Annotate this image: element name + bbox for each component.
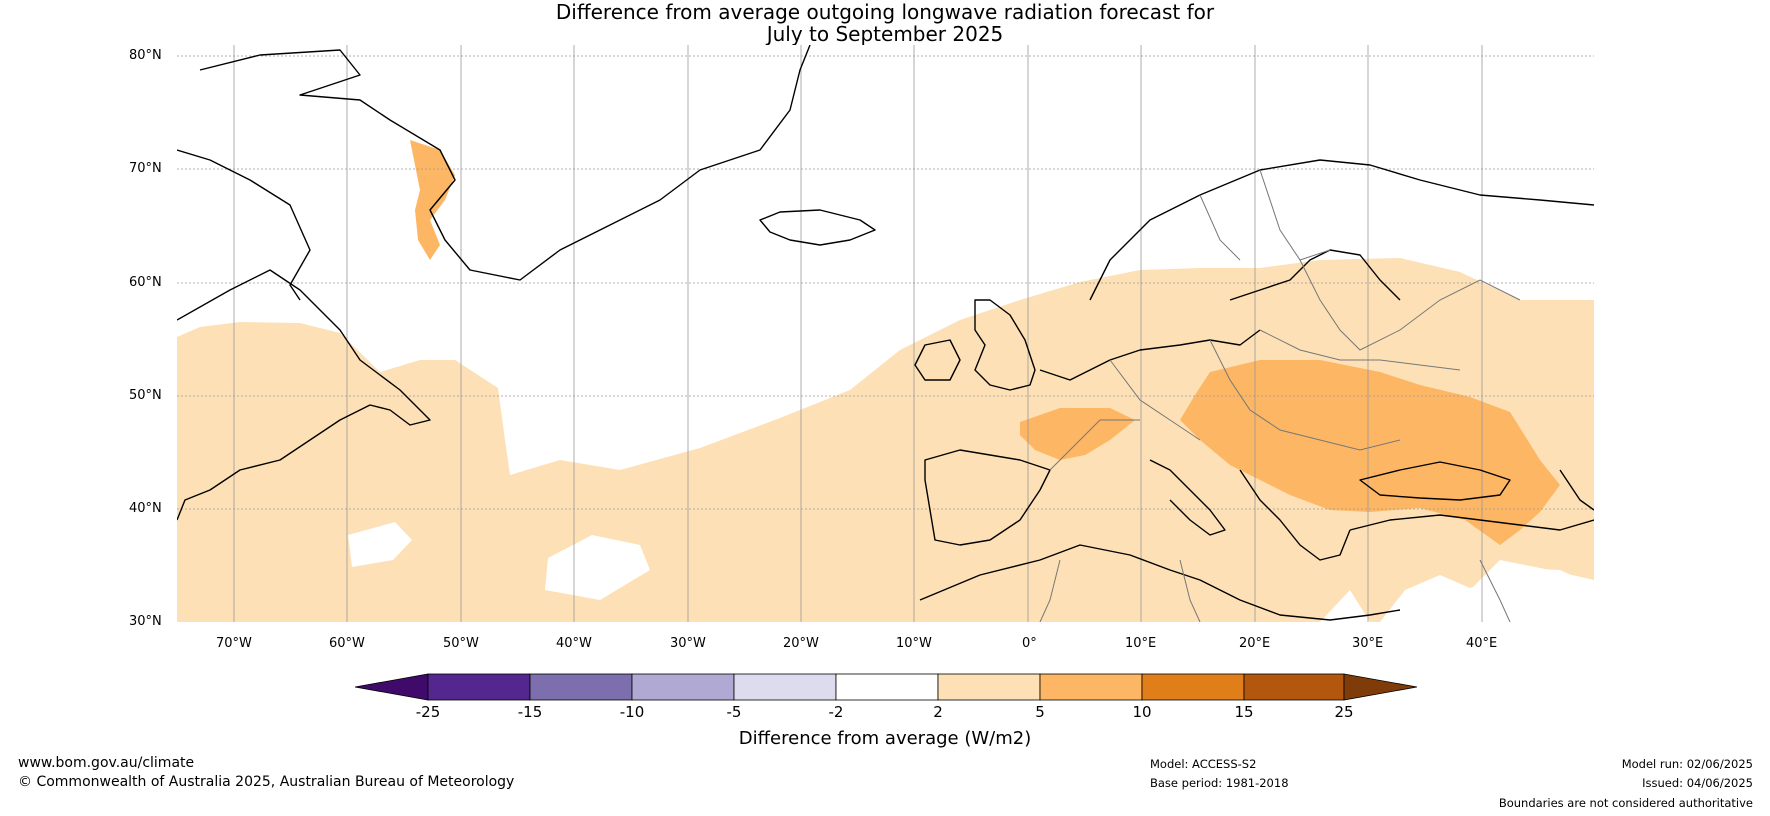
coastline-canada-arctic [177, 149, 311, 301]
footer-disclaimer: Boundaries are not considered authoritat… [1498, 796, 1753, 810]
lon-label-60w: 60°W [329, 636, 365, 651]
coastline-balkans-greece [1239, 469, 1351, 561]
coastline-ireland [914, 339, 961, 381]
footer-base-period: Base period: 1981-2018 [1150, 776, 1289, 790]
gridlines [177, 45, 1594, 622]
coastline-scandinavia [1089, 159, 1594, 301]
colorbar-extend-high [1343, 673, 1418, 701]
lon-label-20w: 20°W [783, 636, 819, 651]
colorbar-bin-neg15-neg10 [529, 673, 633, 701]
coastline-greenland [199, 45, 811, 281]
footer-copyright: © Commonwealth of Australia 2025, Austra… [18, 774, 515, 790]
coastline-black-sea [1359, 461, 1511, 501]
coastline-iceland [759, 209, 876, 246]
lon-label-40w: 40°W [556, 636, 592, 651]
colorbar-tick-2: 2 [933, 703, 943, 721]
colorbar-bin-15-25 [1243, 673, 1345, 701]
footer-website: www.bom.gov.au/climate [18, 755, 195, 771]
coastline-turkey [1349, 514, 1594, 531]
coastline-africa-north [919, 544, 1401, 621]
country-borders [1039, 169, 1521, 622]
chart-title-line-2: July to September 2025 [766, 22, 1004, 46]
lon-label-70w: 70°W [216, 636, 252, 651]
colorbar-tick-25: 25 [1334, 703, 1354, 721]
coastline-labrador [177, 269, 431, 521]
lat-label-50n: 50°N [129, 388, 162, 403]
colorbar-bin-2-5 [937, 673, 1041, 701]
lat-label-60n: 60°N [129, 275, 162, 290]
lat-label-70n: 70°N [129, 161, 162, 176]
colorbar-bin-neg25-neg15 [427, 673, 531, 701]
lon-label-30e: 30°E [1352, 636, 1384, 651]
colorbar-tick-neg15: -15 [517, 703, 543, 721]
coastline-uk [974, 299, 1036, 391]
colorbar-tick-neg10: -10 [619, 703, 645, 721]
chart-title-line-1: Difference from average outgoing longwav… [555, 0, 1215, 24]
colorbar-bin-10-15 [1141, 673, 1245, 701]
colorbar-tick-15: 15 [1234, 703, 1254, 721]
colorbar-tick-10: 10 [1132, 703, 1152, 721]
footer-model-run: Model run: 02/06/2025 [1621, 757, 1753, 771]
coastline-caspian [1559, 469, 1594, 511]
coastline-europe-west [1039, 329, 1261, 381]
colorbar [354, 673, 1418, 701]
colorbar-tick-neg5: -5 [726, 703, 742, 721]
coastline-italy [1149, 459, 1226, 536]
lon-label-50w: 50°W [443, 636, 479, 651]
colorbar-bin-neg2-2 [835, 673, 939, 701]
lon-label-0: 0° [1022, 636, 1037, 651]
colorbar-tick-5: 5 [1035, 703, 1045, 721]
lat-label-30n: 30°N [129, 614, 162, 629]
colorbar-tick-neg2: -2 [828, 703, 844, 721]
lon-label-40e: 40°E [1466, 636, 1498, 651]
footer-issued: Issued: 04/06/2025 [1642, 776, 1753, 790]
lat-label-80n: 80°N [129, 48, 162, 63]
colorbar-bin-5-10 [1039, 673, 1143, 701]
colorbar-title: Difference from average (W/m2) [738, 728, 1032, 749]
colorbar-bin-neg10-neg5 [631, 673, 735, 701]
colorbar-extend-low [354, 673, 429, 701]
colorbar-bin-neg5-neg2 [733, 673, 837, 701]
coastline-iberia [924, 449, 1051, 546]
footer-model: Model: ACCESS-S2 [1150, 757, 1257, 771]
colorbar-tick-neg25: -25 [415, 703, 441, 721]
lon-label-10e: 10°E [1125, 636, 1157, 651]
near-zero-region-middle-east [1380, 568, 1594, 622]
near-zero-region-atlantic [348, 522, 412, 567]
lat-label-40n: 40°N [129, 501, 162, 516]
anomaly-region-5-to-10-west [1020, 408, 1135, 460]
lon-label-30w: 30°W [670, 636, 706, 651]
anomaly-region-5-to-10-greenland [410, 140, 455, 260]
near-zero-region-atlantic-2 [545, 535, 650, 600]
map-panel [177, 45, 1594, 622]
lon-label-10w: 10°W [896, 636, 932, 651]
coastlines [177, 45, 1594, 621]
anomaly-region-2-to-5 [177, 258, 1594, 622]
lon-label-20e: 20°E [1239, 636, 1271, 651]
coastline-baltic [1229, 249, 1401, 301]
